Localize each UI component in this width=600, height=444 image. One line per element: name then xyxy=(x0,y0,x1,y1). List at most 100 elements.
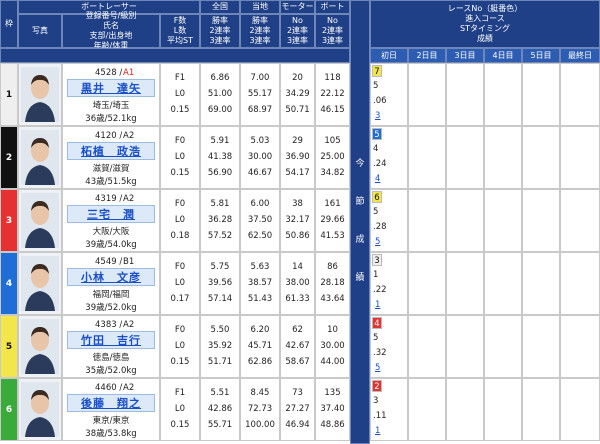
photo-hair xyxy=(31,201,49,211)
class: A2 xyxy=(123,131,135,141)
photo-header: 写真 xyxy=(18,14,62,48)
racer-name[interactable]: 後藤 翔之 xyxy=(81,397,141,410)
day-cell xyxy=(522,189,560,252)
photo-hair xyxy=(31,75,49,85)
st: .24 xyxy=(373,159,387,169)
national-value: 39.56 xyxy=(207,278,233,288)
class: A2 xyxy=(123,194,135,204)
day-cell xyxy=(560,315,600,378)
racer-name[interactable]: 黒井 達矢 xyxy=(81,82,141,95)
rank[interactable]: 4 xyxy=(375,174,381,184)
day-cell xyxy=(408,315,446,378)
motor-value: 20 xyxy=(292,73,303,83)
boat-value: 10 xyxy=(327,325,338,335)
course: 1 xyxy=(373,270,379,280)
rank[interactable]: 5 xyxy=(375,363,381,373)
day-header: 3日目 xyxy=(446,48,484,63)
racer-name[interactable]: 柘植 政浩 xyxy=(81,145,141,158)
rank[interactable]: 5 xyxy=(375,237,381,247)
photo-hair xyxy=(31,264,49,274)
day-cell xyxy=(446,315,484,378)
day-header: 2日目 xyxy=(408,48,446,63)
local-value: 30.00 xyxy=(247,152,273,162)
session-char: 今 xyxy=(355,159,365,169)
motor-value: 38.00 xyxy=(285,278,310,288)
day-cell xyxy=(522,252,560,315)
national-cell: 5.50 35.92 51.71 xyxy=(200,315,240,378)
motor-value: 14 xyxy=(292,262,303,272)
local-value: 6.20 xyxy=(250,325,270,335)
session-column xyxy=(350,0,370,444)
boat-value: 29.66 xyxy=(320,215,345,225)
day-cell xyxy=(484,189,522,252)
rank[interactable]: 1 xyxy=(375,300,381,310)
racer-name[interactable]: 三宅 潤 xyxy=(87,208,135,221)
sub-label: 2連率 xyxy=(321,26,344,35)
photo-face xyxy=(31,140,49,162)
boat-cell: 105 25.00 34.82 xyxy=(315,126,350,189)
results-label: 進入コース xyxy=(465,14,505,23)
national-value: 51.00 xyxy=(207,89,233,99)
day-cell xyxy=(522,315,560,378)
info-header: 登録番号/級別 氏名 支部/出身地 年齢/体重 xyxy=(62,11,160,50)
photo xyxy=(18,315,62,378)
fl-label: L数 xyxy=(173,26,187,35)
photo-body xyxy=(25,417,55,437)
frame-number: 6 xyxy=(5,404,13,415)
boat-value: 41.53 xyxy=(320,231,345,241)
boat-value: 37.40 xyxy=(320,404,345,414)
st: .22 xyxy=(373,285,387,295)
national-value: 5.75 xyxy=(210,262,230,272)
local-value: 37.50 xyxy=(247,215,273,225)
sub-label: 3連率 xyxy=(286,36,309,45)
fl-label: F数 xyxy=(173,16,187,25)
national-value: 5.91 xyxy=(210,136,230,146)
motor-value: 27.27 xyxy=(285,404,310,414)
branch: 東京/東京 xyxy=(92,416,130,426)
local-value: 100.00 xyxy=(245,420,275,430)
photo-body xyxy=(25,228,55,248)
day-cell xyxy=(560,252,600,315)
boat-value: 105 xyxy=(324,136,341,146)
fl-value: F1 xyxy=(174,388,186,398)
national-value: 36.28 xyxy=(207,215,233,225)
racer-name[interactable]: 小林 文彦 xyxy=(81,271,141,284)
day-cell xyxy=(522,63,560,126)
national-value: 57.14 xyxy=(207,294,233,304)
local-sub-header: 勝率 2連率 3連率 xyxy=(240,14,280,48)
fl-header: F数 L数 平均ST xyxy=(160,14,200,48)
racer-name[interactable]: 竹田 吉行 xyxy=(81,334,141,347)
national-header: 全国 xyxy=(200,0,240,14)
rank[interactable]: 1 xyxy=(375,426,381,436)
info-cell: 4319 /A2 三宅 潤大阪/大阪 39歳/54.0kg xyxy=(62,189,160,252)
motor-cell: 14 38.00 61.33 xyxy=(280,252,315,315)
boat-value: 44.00 xyxy=(320,357,345,367)
results-label: レースNo（艇番色） xyxy=(447,4,523,13)
motor-cell: 62 42.67 58.67 xyxy=(280,315,315,378)
boat-cell: 135 37.40 48.86 xyxy=(315,378,350,441)
rank[interactable]: 3 xyxy=(375,111,381,121)
fl-cell: F0 L0 0.15 xyxy=(160,126,200,189)
boat-value: 30.00 xyxy=(320,341,345,351)
sub-label: 2連率 xyxy=(209,26,231,35)
fl-value: 0.18 xyxy=(170,231,190,241)
national-cell: 5.81 36.28 57.52 xyxy=(200,189,240,252)
national-value: 57.52 xyxy=(207,231,233,241)
fl-cell: F1 L0 0.15 xyxy=(160,63,200,126)
branch: 徳島/徳島 xyxy=(92,353,130,363)
frame-header: 枠 xyxy=(0,0,18,48)
age-weight: 36歳/52.1kg xyxy=(85,114,137,124)
fl-value: L0 xyxy=(174,215,186,225)
name-box: 柘植 政浩 xyxy=(67,142,155,160)
info-cell: 4528 /A1 黒井 達矢 埼玉/埼玉 36歳/52.1kg xyxy=(62,63,160,126)
day-cell xyxy=(484,126,522,189)
photo-face xyxy=(31,266,49,288)
blank-header xyxy=(0,48,350,63)
boat-cell: 86 28.18 43.64 xyxy=(315,252,350,315)
day-cell xyxy=(560,126,600,189)
fl-cell: F0 L0 0.15 xyxy=(160,315,200,378)
local-value: 55.17 xyxy=(247,89,273,99)
national-value: 51.71 xyxy=(207,357,233,367)
class: A1 xyxy=(123,68,135,78)
